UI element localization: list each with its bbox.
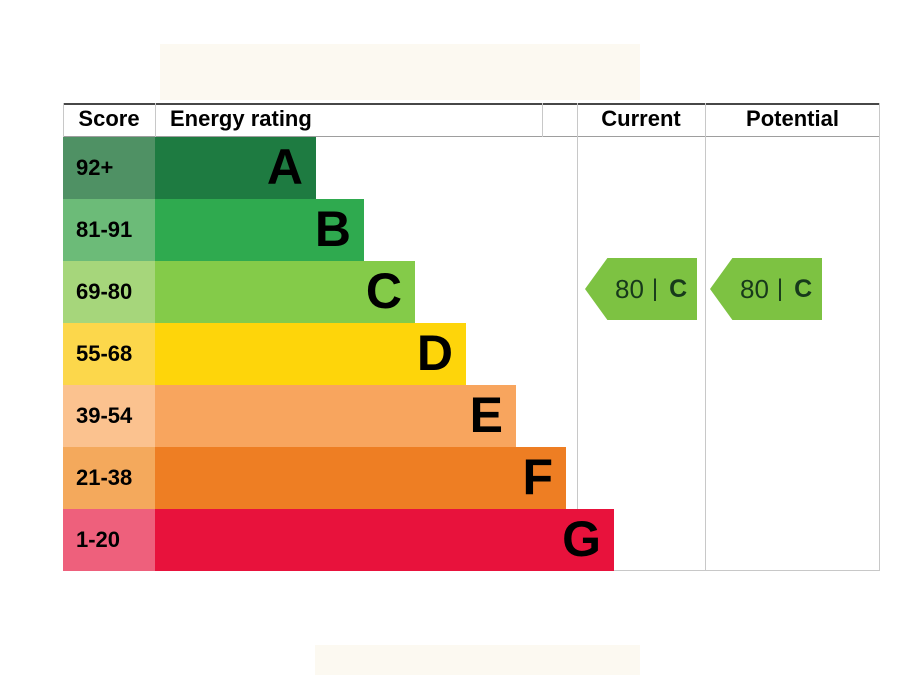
band-row-b: 81-91 B — [63, 199, 880, 261]
grid-line — [563, 570, 880, 571]
current-column-header: Current — [601, 106, 681, 131]
energy-rating-column-header: Energy rating — [170, 106, 312, 131]
rating-bar-f: F — [155, 447, 566, 509]
grid-line — [542, 103, 543, 137]
arrow-separator: | — [776, 275, 784, 302]
band-row-f: 21-38 F — [63, 447, 880, 509]
grid-line — [577, 103, 578, 571]
rating-bar-a: A — [155, 137, 316, 199]
grid-line — [879, 103, 880, 571]
score-range-d: 55-68 — [63, 323, 155, 385]
rating-bar-b: B — [155, 199, 364, 261]
current-score-value: 80 — [615, 273, 644, 304]
rating-bar-d: D — [155, 323, 466, 385]
score-range-a: 92+ — [63, 137, 155, 199]
epc-rating-table: Score Energy rating Current Potential 92… — [63, 103, 880, 571]
rating-letter-a: A — [266, 139, 303, 195]
potential-score-value: 80 — [740, 273, 769, 304]
rating-bar-c: C — [155, 261, 415, 323]
rating-bar-g: G — [155, 509, 614, 571]
band-row-e: 39-54 E — [63, 385, 880, 447]
background-artifact — [315, 645, 640, 675]
score-range-f: 21-38 — [63, 447, 155, 509]
rating-letter-c: C — [365, 263, 402, 319]
potential-rating-arrow: 80 | C — [710, 258, 822, 320]
grid-line — [155, 103, 156, 137]
rating-bar-e: E — [155, 385, 516, 447]
band-row-g: 1-20 G — [63, 509, 880, 571]
rating-letter-f: F — [522, 449, 553, 505]
arrow-separator: | — [651, 275, 659, 302]
rating-letter-g: G — [562, 511, 601, 567]
band-row-d: 55-68 D — [63, 323, 880, 385]
band-row-c: 69-80 C — [63, 261, 880, 323]
current-rating-letter: C — [669, 274, 688, 303]
score-column-header: Score — [78, 106, 140, 131]
band-row-a: 92+ A — [63, 137, 880, 199]
rating-letter-e: E — [469, 387, 503, 443]
grid-line — [705, 103, 706, 571]
grid-line — [63, 103, 64, 137]
rating-letter-b: B — [314, 201, 351, 257]
score-range-g: 1-20 — [63, 509, 155, 571]
potential-rating-letter: C — [794, 274, 813, 303]
score-range-e: 39-54 — [63, 385, 155, 447]
background-artifact — [160, 44, 640, 100]
potential-column-header: Potential — [746, 106, 839, 131]
table-header — [63, 103, 880, 137]
current-rating-arrow: 80 | C — [585, 258, 697, 320]
score-range-b: 81-91 — [63, 199, 155, 261]
score-range-c: 69-80 — [63, 261, 155, 323]
rating-letter-d: D — [416, 325, 453, 381]
